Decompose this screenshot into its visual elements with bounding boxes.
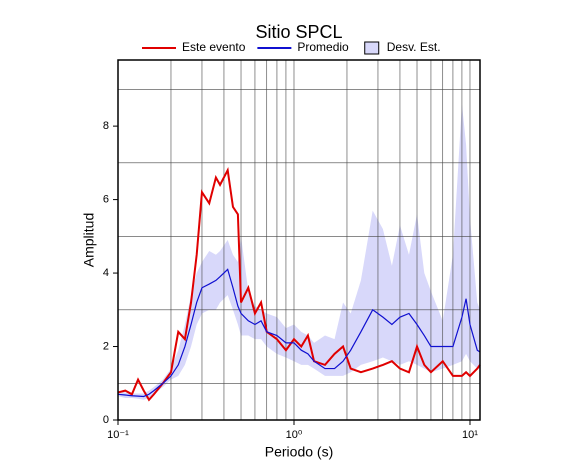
legend-text: Desv. Est. bbox=[387, 40, 441, 54]
legend-swatch bbox=[364, 41, 380, 55]
x-tick-label: 10⁰ bbox=[286, 429, 303, 441]
y-tick-label: 0 bbox=[103, 414, 109, 426]
x-axis-label: Periodo (s) bbox=[265, 444, 333, 460]
y-tick-label: 4 bbox=[103, 267, 109, 279]
plot-frame bbox=[117, 59, 481, 421]
y-axis-label: Amplitud bbox=[81, 213, 97, 267]
x-tick-label: 10⁻¹ bbox=[107, 429, 129, 441]
legend-text: Promedio bbox=[297, 40, 349, 54]
chart-title: Sitio SPCL bbox=[255, 22, 342, 42]
y-tick-label: 6 bbox=[103, 193, 109, 205]
x-tick-label: 10¹ bbox=[462, 429, 478, 441]
std-band bbox=[118, 104, 480, 400]
series-line bbox=[117, 166, 481, 402]
series-line bbox=[117, 268, 481, 398]
legend-text: Este evento bbox=[182, 40, 246, 54]
y-tick-label: 8 bbox=[103, 120, 109, 132]
y-tick-label: 2 bbox=[103, 340, 109, 352]
